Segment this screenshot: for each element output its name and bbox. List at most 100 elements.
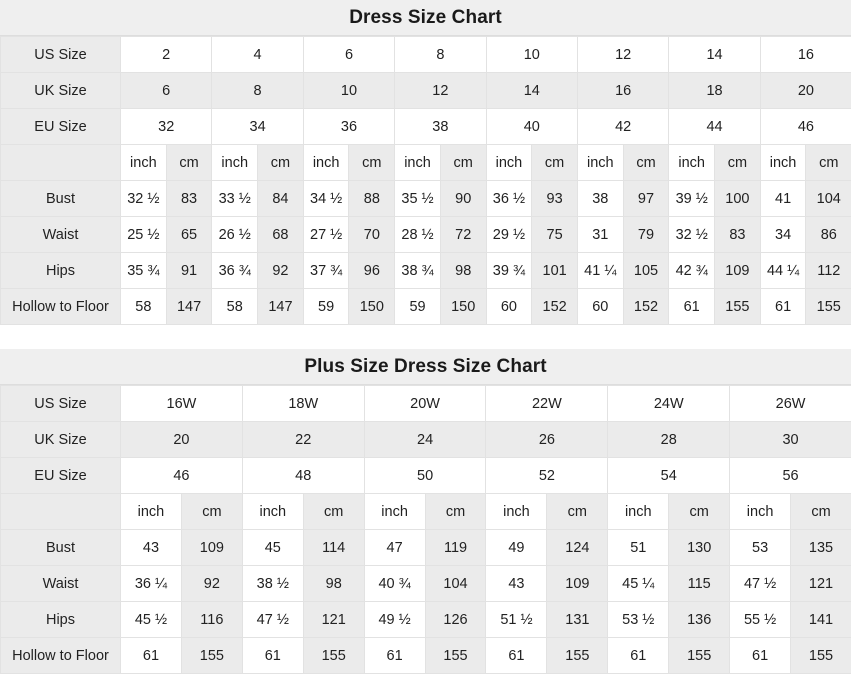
measure-cell-cm: 112 <box>805 252 851 289</box>
size-cell: 6 <box>119 72 213 109</box>
size-cell: 14 <box>668 36 761 73</box>
measure-cell-cm: 150 <box>348 288 396 325</box>
measure-cell-inch: 38 ¾ <box>394 252 441 289</box>
size-cell: 52 <box>485 457 609 494</box>
measure-cell-cm: 70 <box>348 216 396 253</box>
measure-cell-inch: 60 <box>576 288 624 325</box>
measure-cell-inch: 45 ½ <box>120 601 182 638</box>
size-cell: 22W <box>485 385 609 422</box>
measure-cell-cm: 135 <box>790 529 851 566</box>
measure-cell-cm: 91 <box>165 252 213 289</box>
chart-gap <box>0 325 851 349</box>
measure-cell-cm: 68 <box>257 216 304 253</box>
measure-cell-cm: 79 <box>622 216 670 253</box>
measure-cell-cm: 104 <box>805 180 851 217</box>
measure-cell-cm: 141 <box>790 601 851 638</box>
unit-header-inch: inch <box>576 144 624 181</box>
unit-header-cm: cm <box>424 493 487 530</box>
measure-cell-cm: 92 <box>257 252 304 289</box>
measure-cell-inch: 61 <box>363 637 426 674</box>
measure-cell-cm: 96 <box>348 252 396 289</box>
size-cell: 20 <box>759 72 851 109</box>
size-cell: 32 <box>119 108 213 145</box>
size-cell: 46 <box>759 108 851 145</box>
measure-cell-inch: 26 ½ <box>211 216 259 253</box>
row-label: Waist <box>0 216 121 253</box>
measure-cell-cm: 155 <box>424 637 487 674</box>
measure-cell-inch: 36 ¼ <box>120 565 182 602</box>
row-label: UK Size <box>0 421 121 458</box>
row-label: Waist <box>0 565 121 602</box>
measure-cell-inch: 53 ½ <box>607 601 670 638</box>
size-cell: 6 <box>302 36 396 73</box>
measure-cell-cm: 152 <box>531 288 578 325</box>
unit-header-cm: cm <box>546 493 609 530</box>
measure-cell-cm: 105 <box>622 252 670 289</box>
measure-cell-cm: 155 <box>180 637 243 674</box>
chart-title: Plus Size Dress Size Chart <box>0 349 851 385</box>
row-label: US Size <box>0 36 121 73</box>
table-row: Bust 43 109 45 114 47 119 49 124 51 130 53 135 <box>0 529 851 566</box>
measure-cell-inch: 33 ½ <box>211 180 259 217</box>
size-cell: 26W <box>729 385 851 422</box>
table-row: UK Size 20 22 24 26 28 30 <box>0 421 851 458</box>
measure-cell-cm: 152 <box>622 288 670 325</box>
measure-cell-inch: 41 <box>759 180 807 217</box>
measure-cell-inch: 49 ½ <box>363 601 426 638</box>
measure-cell-cm: 83 <box>714 216 761 253</box>
measure-cell-cm: 92 <box>180 565 243 602</box>
unit-header-inch: inch <box>668 144 716 181</box>
measure-cell-inch: 28 ½ <box>394 216 441 253</box>
measure-cell-cm: 155 <box>805 288 851 325</box>
measure-cell-cm: 119 <box>424 529 487 566</box>
measure-cell-inch: 53 <box>729 529 792 566</box>
measure-cell-inch: 31 <box>576 216 624 253</box>
measure-cell-inch: 34 <box>759 216 807 253</box>
measure-cell-inch: 27 ½ <box>302 216 350 253</box>
row-label: Hips <box>0 252 121 289</box>
size-cell: 34 <box>211 108 304 145</box>
measure-cell-cm: 116 <box>180 601 243 638</box>
size-cell: 10 <box>302 72 396 109</box>
measure-cell-cm: 155 <box>668 637 731 674</box>
size-cell: 8 <box>211 72 304 109</box>
size-table: US Size 2 4 6 8 10 12 14 16 UK Size 6 8 10 12 14 16 18 20… <box>0 36 851 325</box>
measure-cell-cm: 88 <box>348 180 396 217</box>
size-cell: 18W <box>241 385 365 422</box>
measure-cell-cm: 75 <box>531 216 578 253</box>
measure-cell-inch: 37 ¾ <box>302 252 350 289</box>
row-label: EU Size <box>0 108 121 145</box>
size-cell: 38 <box>394 108 487 145</box>
measure-cell-inch: 47 ½ <box>729 565 792 602</box>
table-row: EU Size 32 34 36 38 40 42 44 46 <box>0 108 851 145</box>
measure-cell-inch: 40 ¾ <box>363 565 426 602</box>
table-row: Hollow to Floor 61 155 61 155 61 155 61 155 61 155… <box>0 637 851 674</box>
size-cell: 10 <box>485 36 578 73</box>
measure-cell-inch: 58 <box>211 288 259 325</box>
measure-cell-inch: 61 <box>485 637 548 674</box>
size-cell: 24 <box>363 421 487 458</box>
measure-cell-inch: 61 <box>607 637 670 674</box>
table-row: Hips 45 ½ 116 47 ½ 121 49 ½ 126 51 ½ 131 53 ½ 136 5… <box>0 601 851 638</box>
unit-header-cm: cm <box>302 493 365 530</box>
unit-header-cm: cm <box>180 493 243 530</box>
measure-cell-inch: 61 <box>241 637 304 674</box>
measure-cell-cm: 109 <box>180 529 243 566</box>
unit-header-cm: cm <box>257 144 304 181</box>
measure-cell-inch: 47 <box>363 529 426 566</box>
measure-cell-inch: 42 ¾ <box>668 252 716 289</box>
measure-cell-cm: 100 <box>714 180 761 217</box>
unit-header-row: inch cm inch cm inch cm inch cm inch cm inch cm <box>0 493 851 530</box>
measure-cell-inch: 32 ½ <box>120 180 167 217</box>
unit-header-inch: inch <box>485 493 548 530</box>
measure-cell-inch: 44 ¼ <box>759 252 807 289</box>
measure-cell-cm: 150 <box>439 288 487 325</box>
unit-header-inch: inch <box>120 144 167 181</box>
measure-cell-cm: 86 <box>805 216 851 253</box>
measure-cell-inch: 35 ¾ <box>120 252 167 289</box>
size-cell: 20 <box>120 421 243 458</box>
size-cell: 30 <box>729 421 851 458</box>
unit-header-inch: inch <box>241 493 304 530</box>
size-cell: 12 <box>576 36 670 73</box>
